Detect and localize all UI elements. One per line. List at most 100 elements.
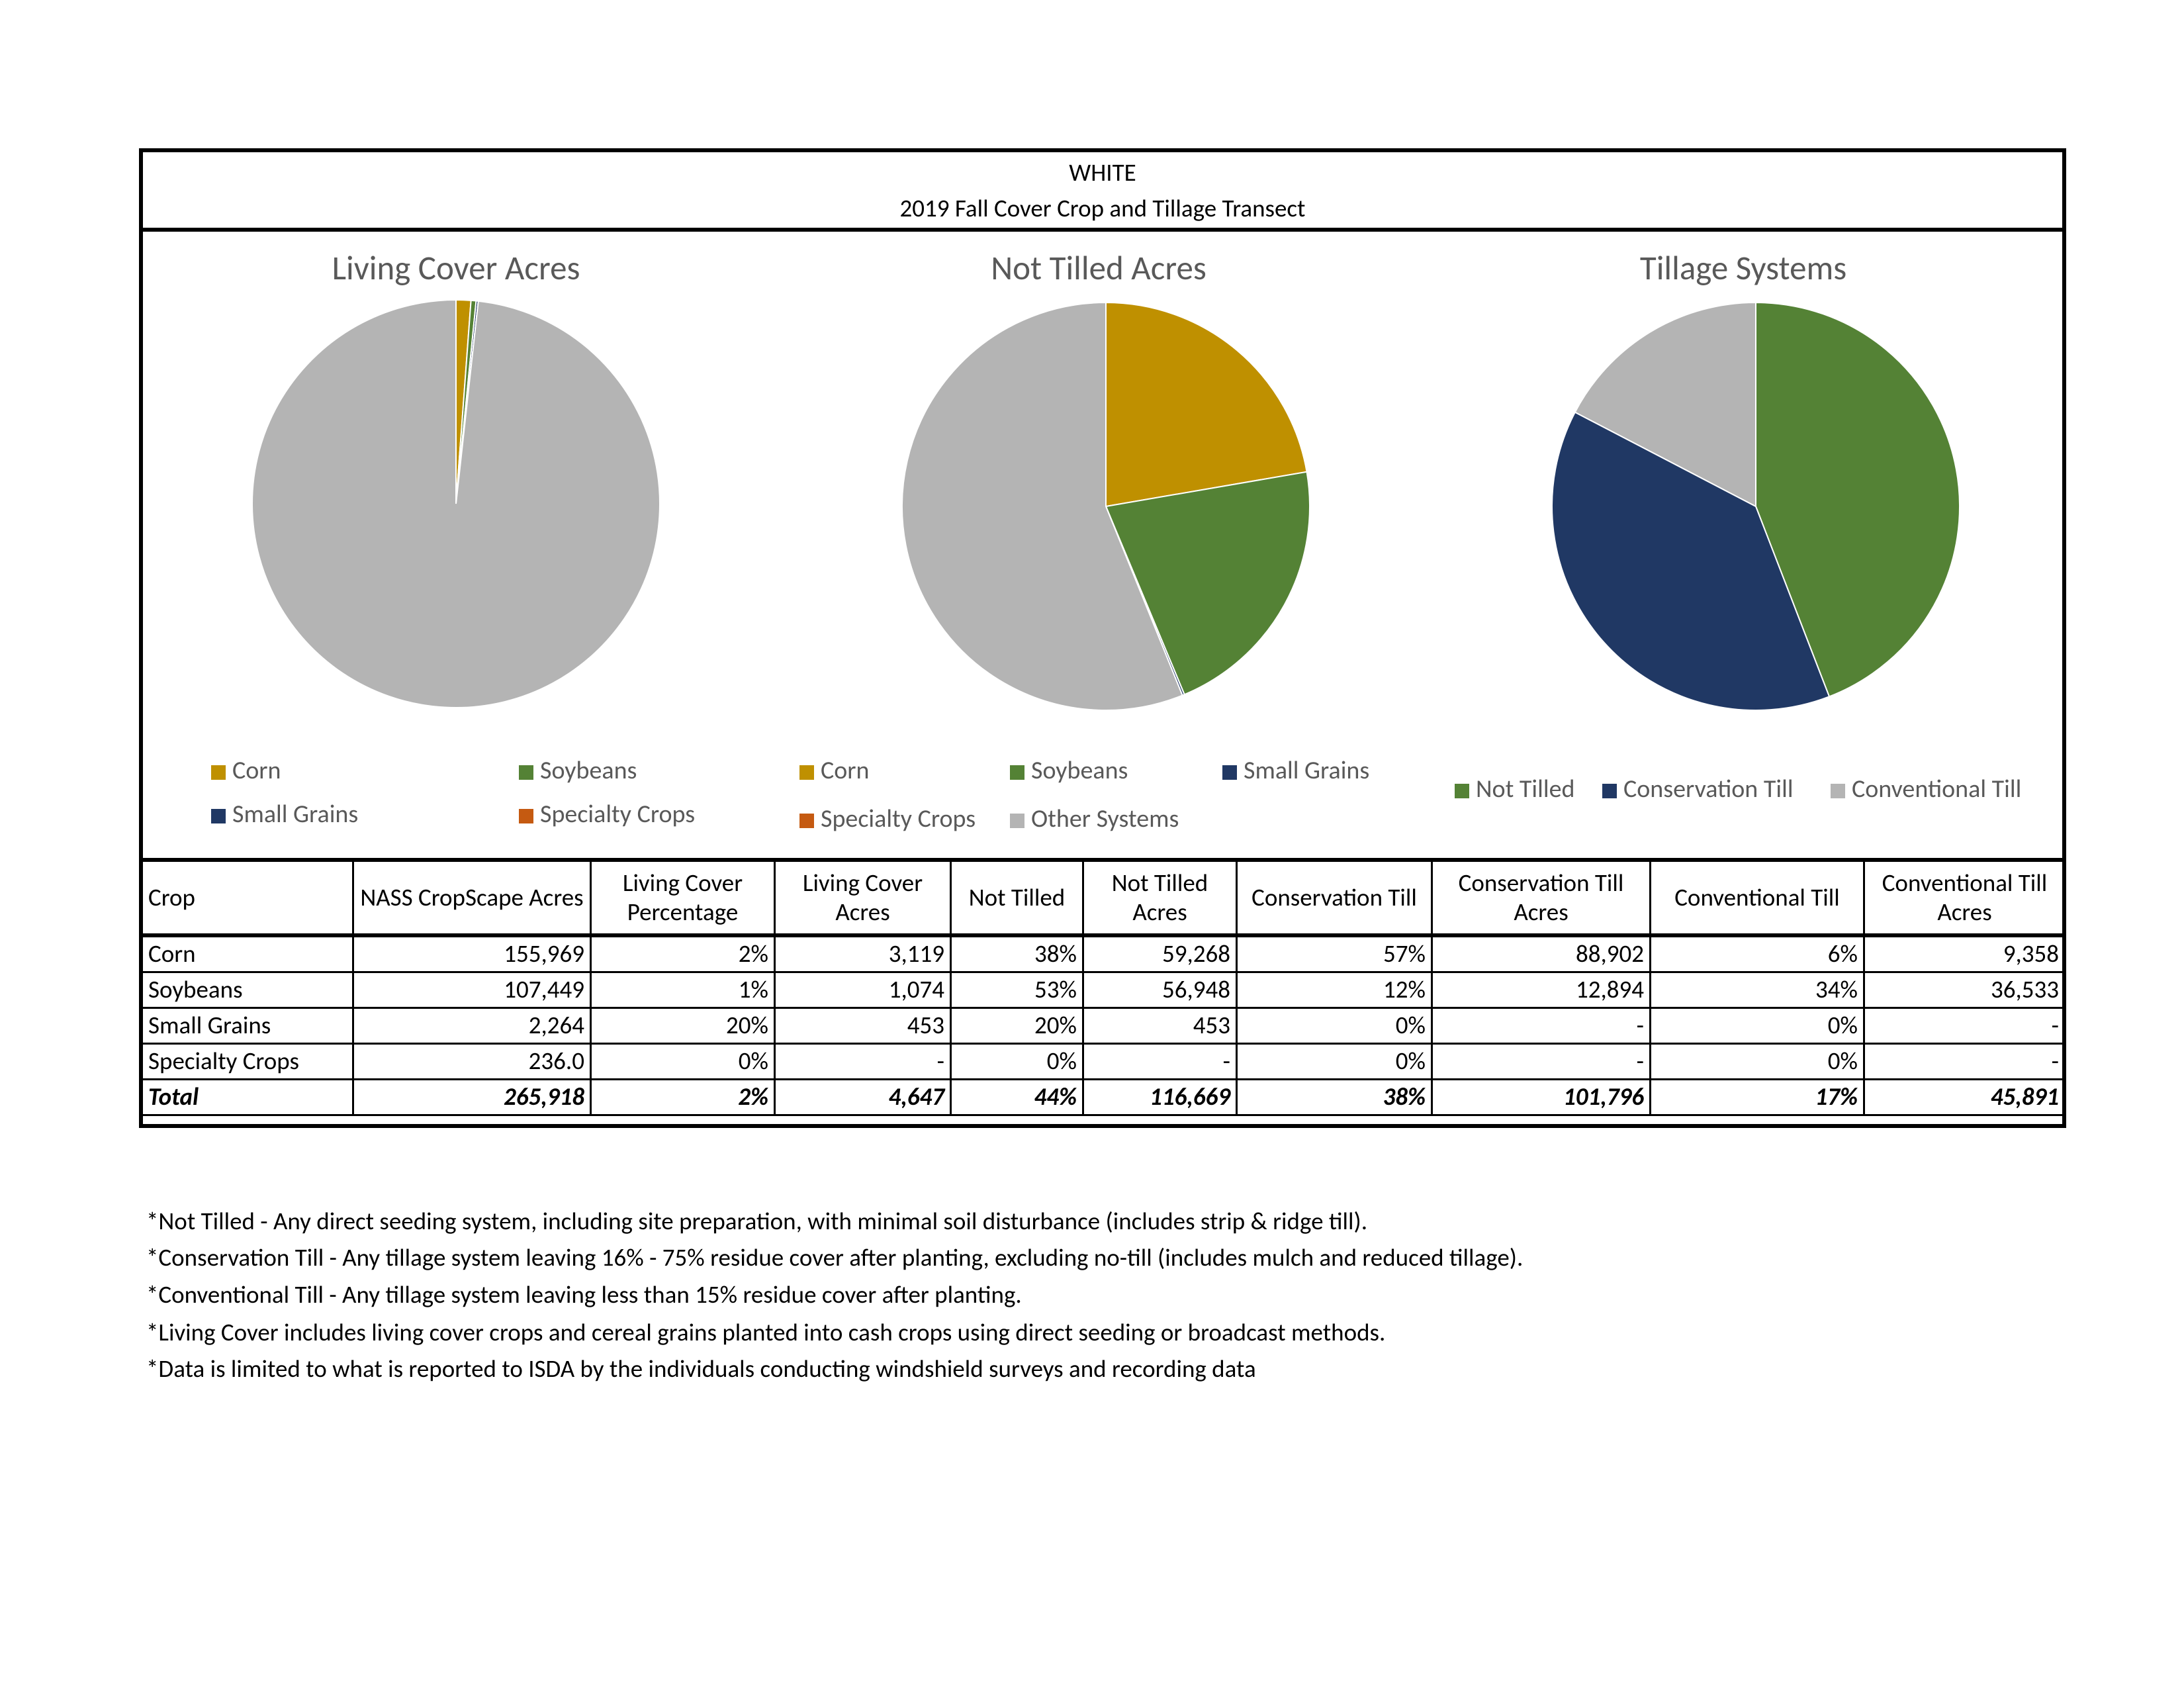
cell: Conservation Till bbox=[1236, 860, 1433, 937]
cell: 12,894 bbox=[1431, 971, 1651, 1009]
note: *Data is limited to what is reported to … bbox=[146, 1354, 1256, 1383]
pie-slice bbox=[1755, 301, 1960, 698]
cell: 1,074 bbox=[774, 971, 952, 1009]
cell: - bbox=[1431, 1043, 1651, 1080]
cell: - bbox=[774, 1043, 952, 1080]
cell: Living Cover Percentage bbox=[590, 860, 776, 937]
table-row: Total 265,918 2% 4,647 44% 116,669 38% 101,796 1… bbox=[141, 1078, 2066, 1116]
legend-swatch bbox=[211, 809, 226, 823]
legend-swatch bbox=[519, 809, 533, 823]
cell: NASS CropScape Acres bbox=[352, 860, 592, 937]
county: WHITE bbox=[1069, 158, 1136, 187]
divider bbox=[143, 228, 2062, 232]
legend-swatch bbox=[1602, 784, 1617, 798]
cell: 0% bbox=[1649, 1007, 1865, 1045]
legend-label: Specialty Crops bbox=[540, 799, 695, 829]
cell: 44% bbox=[950, 1078, 1084, 1116]
table-row: Specialty Crops 236.0 0% -0% -0% -0% - bbox=[141, 1043, 2066, 1080]
legend-swatch bbox=[799, 814, 814, 828]
legend-label: Small Grains bbox=[1244, 755, 1369, 786]
chart-title: Tillage Systems bbox=[1640, 247, 1846, 289]
table-row: Corn 155,969 2% 3,119 38% 59,268 57% 88,902 6% 9,… bbox=[141, 934, 2066, 973]
cell: 1% bbox=[590, 971, 776, 1009]
cell: 20% bbox=[950, 1007, 1084, 1045]
note: *Conventional Till - Any tillage system … bbox=[146, 1280, 1022, 1309]
legend-label: Small Grains bbox=[232, 799, 358, 829]
table-row: Soybeans 107,449 1% 1,074 53% 56,948 12% 12,894… bbox=[141, 971, 2066, 1009]
legend-label: Conventional Till bbox=[1852, 774, 2021, 804]
cell: 0% bbox=[1236, 1043, 1433, 1080]
legend-label: Soybeans bbox=[540, 755, 637, 786]
cell: - bbox=[1863, 1043, 2066, 1080]
cell: - bbox=[1082, 1043, 1238, 1080]
legend-swatch bbox=[1455, 784, 1469, 798]
cell: 453 bbox=[1082, 1007, 1238, 1045]
cell: 12% bbox=[1236, 971, 1433, 1009]
cell: Small Grains bbox=[141, 1007, 354, 1045]
legend-label: Specialty Crops bbox=[821, 804, 976, 834]
pie-slice bbox=[1105, 301, 1308, 508]
cell: 36,533 bbox=[1863, 971, 2066, 1009]
divider bbox=[141, 858, 2064, 862]
cell: Conventional Till Acres bbox=[1863, 860, 2066, 937]
legend-swatch bbox=[1222, 765, 1237, 780]
legend-label: Soybeans bbox=[1031, 755, 1128, 786]
cell: Total bbox=[141, 1078, 354, 1116]
cell: 0% bbox=[590, 1043, 776, 1080]
cell: 53% bbox=[950, 971, 1084, 1009]
legend-label: Other Systems bbox=[1031, 804, 1179, 834]
chart-title: Living Cover Acres bbox=[332, 247, 580, 289]
note: *Living Cover includes living cover crop… bbox=[146, 1317, 1386, 1347]
cell: 116,669 bbox=[1082, 1078, 1238, 1116]
legend-label: Conservation Till bbox=[1623, 774, 1794, 804]
cell: - bbox=[1863, 1007, 2066, 1045]
pie-slice bbox=[1105, 471, 1310, 696]
cell: 88,902 bbox=[1431, 934, 1651, 973]
cell: 2% bbox=[590, 1078, 776, 1116]
frame: WHITE 2019 Fall Cover Crop and Tillage T… bbox=[139, 148, 2066, 1128]
cell: 17% bbox=[1649, 1078, 1865, 1116]
cell: 101,796 bbox=[1431, 1078, 1651, 1116]
cell: 0% bbox=[1649, 1043, 1865, 1080]
table-row: Small Grains 2,264 20% 453 20% 453 0% -0% - bbox=[141, 1007, 2066, 1045]
cell: 2,264 bbox=[352, 1007, 592, 1045]
chart-title: Not Tilled Acres bbox=[991, 247, 1206, 289]
cell: 6% bbox=[1649, 934, 1865, 973]
cell: 57% bbox=[1236, 934, 1433, 973]
cell: 155,969 bbox=[352, 934, 592, 973]
legend-label: Corn bbox=[232, 755, 281, 786]
cell: Conservation Till Acres bbox=[1431, 860, 1651, 937]
cell: Soybeans bbox=[141, 971, 354, 1009]
cell: Crop bbox=[141, 860, 354, 937]
cell: 2% bbox=[590, 934, 776, 973]
cell: 0% bbox=[1236, 1007, 1433, 1045]
cell: 56,948 bbox=[1082, 971, 1238, 1009]
cell: Not Tilled Acres bbox=[1082, 860, 1238, 937]
cell: 453 bbox=[774, 1007, 952, 1045]
cell: 236.0 bbox=[352, 1043, 592, 1080]
cell: 34% bbox=[1649, 971, 1865, 1009]
cell: 59,268 bbox=[1082, 934, 1238, 973]
legend-swatch bbox=[1010, 814, 1024, 828]
cell: 9,358 bbox=[1863, 934, 2066, 973]
note: *Conservation Till - Any tillage system … bbox=[146, 1243, 1524, 1272]
pie-slice bbox=[1574, 301, 1756, 508]
cell: 45,891 bbox=[1863, 1078, 2066, 1116]
cell: 0% bbox=[950, 1043, 1084, 1080]
cell: 38% bbox=[950, 934, 1084, 973]
report-title: 2019 Fall Cover Crop and Tillage Transec… bbox=[899, 193, 1306, 223]
note: *Not Tilled - Any direct seeding system,… bbox=[146, 1206, 1368, 1236]
cell: Conventional Till bbox=[1649, 860, 1865, 937]
legend-swatch bbox=[519, 765, 533, 780]
cell: - bbox=[1431, 1007, 1651, 1045]
cell: 107,449 bbox=[352, 971, 592, 1009]
legend-swatch bbox=[211, 765, 226, 780]
data-table: Crop NASS CropScape Acres Living Cover Per… bbox=[141, 860, 2066, 1116]
pie-slice bbox=[901, 301, 1183, 711]
header-row: Crop NASS CropScape Acres Living Cover Per… bbox=[141, 860, 2066, 937]
legend-swatch bbox=[799, 765, 814, 780]
cell: 265,918 bbox=[352, 1078, 592, 1116]
cell: 38% bbox=[1236, 1078, 1433, 1116]
